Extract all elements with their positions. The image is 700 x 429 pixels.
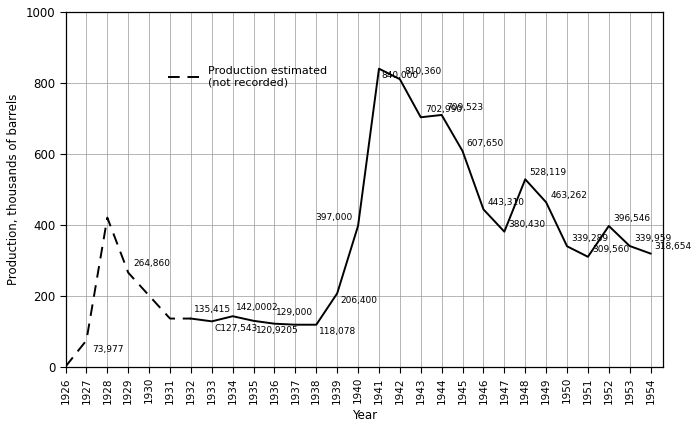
Text: 840,000: 840,000 bbox=[382, 72, 419, 81]
Text: 206,400: 206,400 bbox=[340, 296, 377, 305]
Text: 73,977: 73,977 bbox=[92, 344, 123, 353]
X-axis label: Year: Year bbox=[352, 409, 377, 422]
Text: 810,360: 810,360 bbox=[404, 67, 441, 76]
Text: 443,310: 443,310 bbox=[488, 198, 524, 207]
Text: 339,959: 339,959 bbox=[634, 234, 671, 243]
Text: 463,262: 463,262 bbox=[550, 190, 587, 199]
Y-axis label: Production, thousands of barrels: Production, thousands of barrels bbox=[7, 94, 20, 285]
Text: 142,0002: 142,0002 bbox=[235, 303, 278, 312]
Text: 135,415: 135,415 bbox=[194, 305, 231, 314]
Text: 702,990: 702,990 bbox=[425, 106, 462, 115]
Text: 318,654: 318,654 bbox=[654, 242, 692, 251]
Text: 264,860: 264,860 bbox=[134, 260, 171, 269]
Text: 120,9205: 120,9205 bbox=[256, 326, 299, 335]
Text: 129,000: 129,000 bbox=[276, 308, 313, 317]
Text: 396,546: 396,546 bbox=[613, 214, 650, 223]
Text: 380,430: 380,430 bbox=[508, 220, 545, 229]
Text: 339,289: 339,289 bbox=[571, 235, 608, 244]
Text: 709,523: 709,523 bbox=[446, 103, 483, 112]
Legend: Production estimated
(not recorded): Production estimated (not recorded) bbox=[164, 62, 332, 92]
Text: 607,650: 607,650 bbox=[467, 139, 504, 148]
Text: 118,078: 118,078 bbox=[319, 327, 356, 336]
Text: C127,543: C127,543 bbox=[215, 324, 258, 333]
Text: 397,000: 397,000 bbox=[315, 213, 353, 222]
Text: 528,119: 528,119 bbox=[529, 167, 566, 176]
Text: 309,560: 309,560 bbox=[592, 245, 629, 254]
